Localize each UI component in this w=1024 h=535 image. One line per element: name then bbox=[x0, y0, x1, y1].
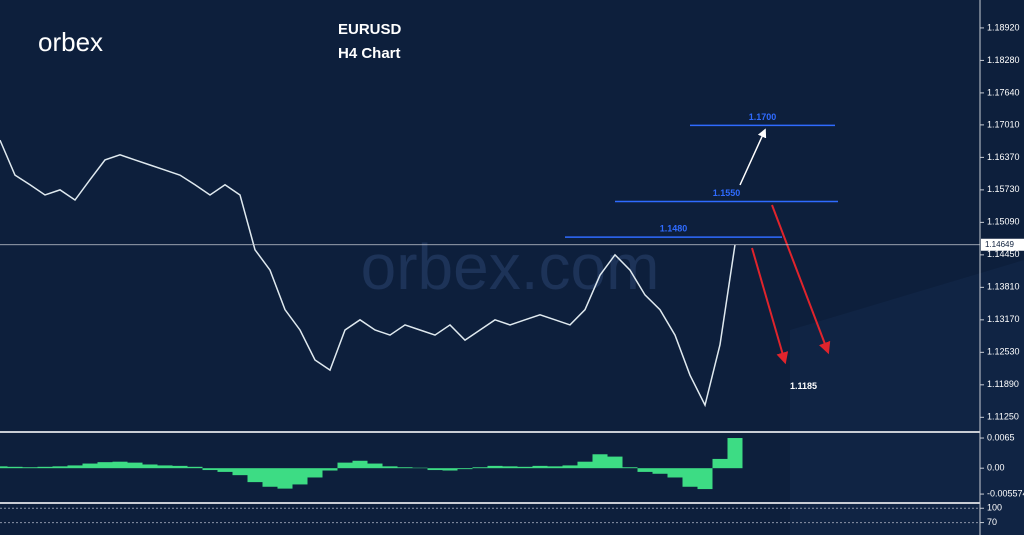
y-tick-label: 1.17010 bbox=[987, 119, 1020, 129]
y-tick-label: 1.18280 bbox=[987, 55, 1020, 65]
histogram-bar bbox=[457, 468, 473, 470]
histogram-bar bbox=[67, 465, 83, 469]
histogram-bar bbox=[667, 468, 683, 478]
histogram-bar bbox=[0, 466, 8, 469]
histogram-bar bbox=[337, 462, 353, 469]
histogram-bar bbox=[292, 468, 308, 485]
histogram-bar bbox=[37, 466, 53, 469]
histogram-bar bbox=[502, 466, 518, 469]
histogram-bar bbox=[277, 468, 293, 489]
histogram-bar bbox=[727, 438, 743, 469]
histogram-bar bbox=[82, 463, 98, 469]
histogram-bar bbox=[97, 462, 113, 469]
histogram-bar bbox=[712, 458, 728, 469]
histogram-bar bbox=[697, 468, 713, 490]
decor bbox=[790, 260, 1024, 535]
histogram-bar bbox=[652, 468, 668, 474]
histogram-bar bbox=[127, 462, 143, 469]
histogram-bar bbox=[397, 467, 413, 469]
histogram-bar bbox=[517, 466, 533, 469]
level-label: 1.1480 bbox=[660, 223, 688, 233]
histogram-bar bbox=[22, 467, 38, 469]
histogram-bar bbox=[592, 454, 608, 469]
watermark: orbex.com bbox=[361, 231, 660, 303]
level-label: 1.1700 bbox=[749, 112, 777, 122]
histogram-bar bbox=[682, 468, 698, 487]
histogram-bar bbox=[217, 468, 233, 472]
y-tick-label: 0.0065 bbox=[987, 432, 1015, 442]
histogram-bar bbox=[52, 466, 68, 469]
histogram-bar bbox=[7, 466, 23, 469]
y-tick-label: 70 bbox=[987, 517, 997, 527]
histogram-bar bbox=[232, 468, 248, 476]
y-tick-label: 1.16370 bbox=[987, 152, 1020, 162]
y-tick-label: 1.15730 bbox=[987, 184, 1020, 194]
y-tick-label: 1.13170 bbox=[987, 314, 1020, 324]
histogram-bar bbox=[532, 465, 548, 469]
y-tick-label: 1.12530 bbox=[987, 347, 1020, 357]
y-tick-label: 1.18920 bbox=[987, 22, 1020, 32]
histogram-bar bbox=[157, 465, 173, 469]
histogram-bar bbox=[142, 464, 158, 469]
histogram-bar bbox=[427, 468, 443, 471]
arrow-down bbox=[751, 247, 789, 365]
histogram-bar bbox=[322, 468, 338, 471]
histogram-bar bbox=[202, 468, 218, 471]
y-tick-label: 1.11250 bbox=[987, 412, 1019, 422]
y-tick-label: 1.15090 bbox=[987, 217, 1020, 227]
histogram-bar bbox=[382, 466, 398, 469]
target-label: 1.1185 bbox=[790, 381, 817, 391]
histogram-bar bbox=[607, 456, 623, 469]
y-tick-label: 1.13810 bbox=[987, 282, 1020, 292]
chart-subtitle: H4 Chart bbox=[338, 45, 401, 62]
level-label: 1.1550 bbox=[713, 188, 741, 198]
histogram-bar bbox=[172, 465, 188, 469]
histogram-bar bbox=[472, 467, 488, 469]
logo: orbex bbox=[38, 27, 103, 57]
current-price-label: 1.14649 bbox=[985, 240, 1014, 249]
histogram-bar bbox=[562, 465, 578, 469]
histogram-bar bbox=[622, 467, 638, 469]
histogram-bar bbox=[367, 463, 383, 469]
histogram-bar bbox=[262, 468, 278, 487]
y-tick-label: 1.14450 bbox=[987, 249, 1020, 259]
histogram-bar bbox=[442, 468, 458, 471]
histogram-bar bbox=[637, 468, 653, 472]
chart-title: EURUSD bbox=[338, 21, 402, 38]
arrow-down bbox=[771, 204, 831, 355]
arrow-up bbox=[739, 128, 767, 186]
y-tick-label: -0.005574 bbox=[987, 488, 1024, 498]
current-price-box bbox=[981, 238, 1024, 251]
histogram-bar bbox=[247, 468, 263, 483]
y-tick-label: 1.17640 bbox=[987, 87, 1020, 97]
price-line bbox=[0, 139, 736, 408]
histogram-bar bbox=[352, 460, 368, 469]
histogram-bar bbox=[547, 466, 563, 469]
y-tick-label: 100 bbox=[987, 503, 1002, 513]
histogram-bar bbox=[577, 461, 593, 469]
histogram-bar bbox=[307, 468, 323, 478]
y-tick-label: 1.11890 bbox=[987, 379, 1019, 389]
histogram-bar bbox=[112, 461, 128, 469]
histogram-bar bbox=[187, 466, 203, 469]
y-tick-label: 0.00 bbox=[987, 463, 1005, 473]
histogram-bar bbox=[487, 465, 503, 469]
